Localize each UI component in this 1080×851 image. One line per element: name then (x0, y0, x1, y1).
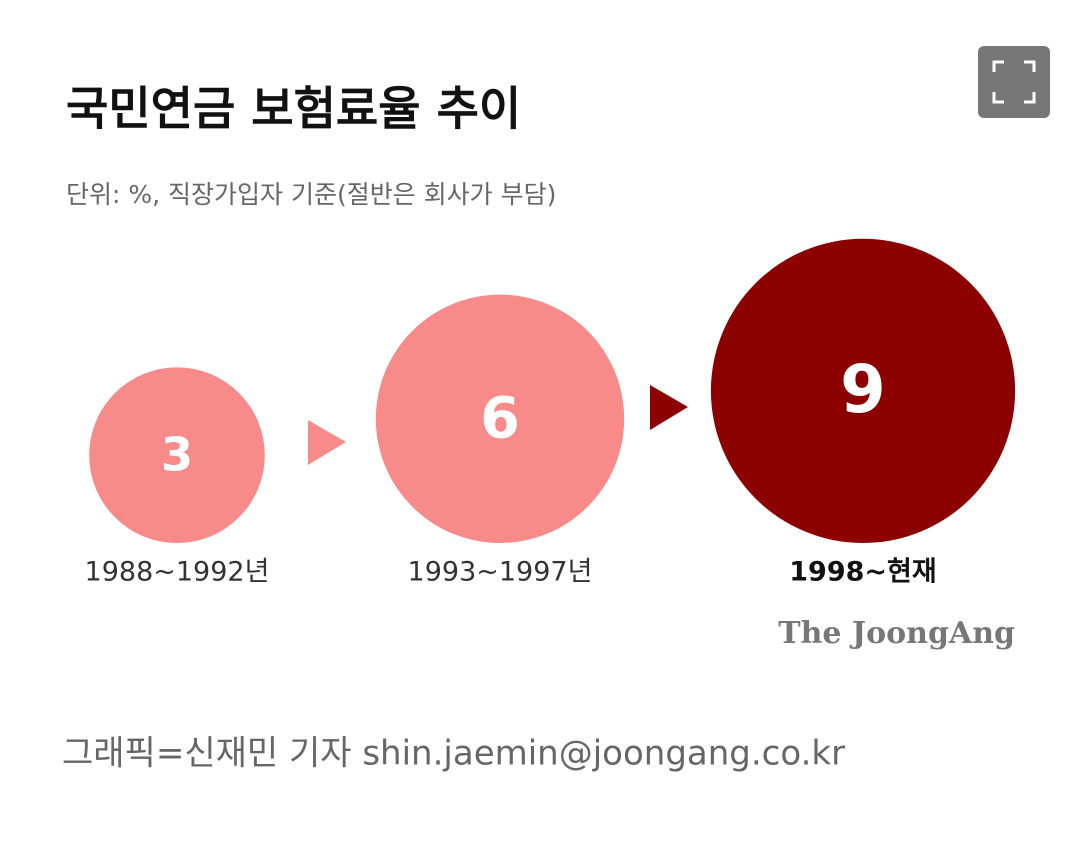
bubble (710, 238, 1016, 543)
arrow (308, 420, 346, 465)
fullscreen-icon[interactable] (992, 60, 1036, 104)
category-label: 1988~1992년 (85, 557, 270, 588)
arrow (650, 385, 688, 430)
value-label: 3 (161, 428, 193, 482)
bubble (375, 294, 625, 543)
fullscreen-button[interactable] (978, 46, 1050, 118)
source-logo: The JoongAng (778, 616, 1015, 651)
chart-subtitle: 단위: %, 직장가입자 기준(절반은 회사가 부담) (66, 180, 556, 209)
chart-title: 국민연금 보험료율 추이 (66, 82, 521, 136)
button-bg[interactable] (978, 46, 1050, 118)
bubble (89, 367, 265, 543)
value-label: 6 (480, 384, 520, 451)
value-label: 9 (840, 352, 886, 428)
category-label: 1998~현재 (789, 557, 936, 588)
category-label: 1993~1997년 (408, 557, 593, 588)
caption: 그래픽=신재민 기자 shin.jaemin@joongang.co.kr (62, 734, 845, 774)
